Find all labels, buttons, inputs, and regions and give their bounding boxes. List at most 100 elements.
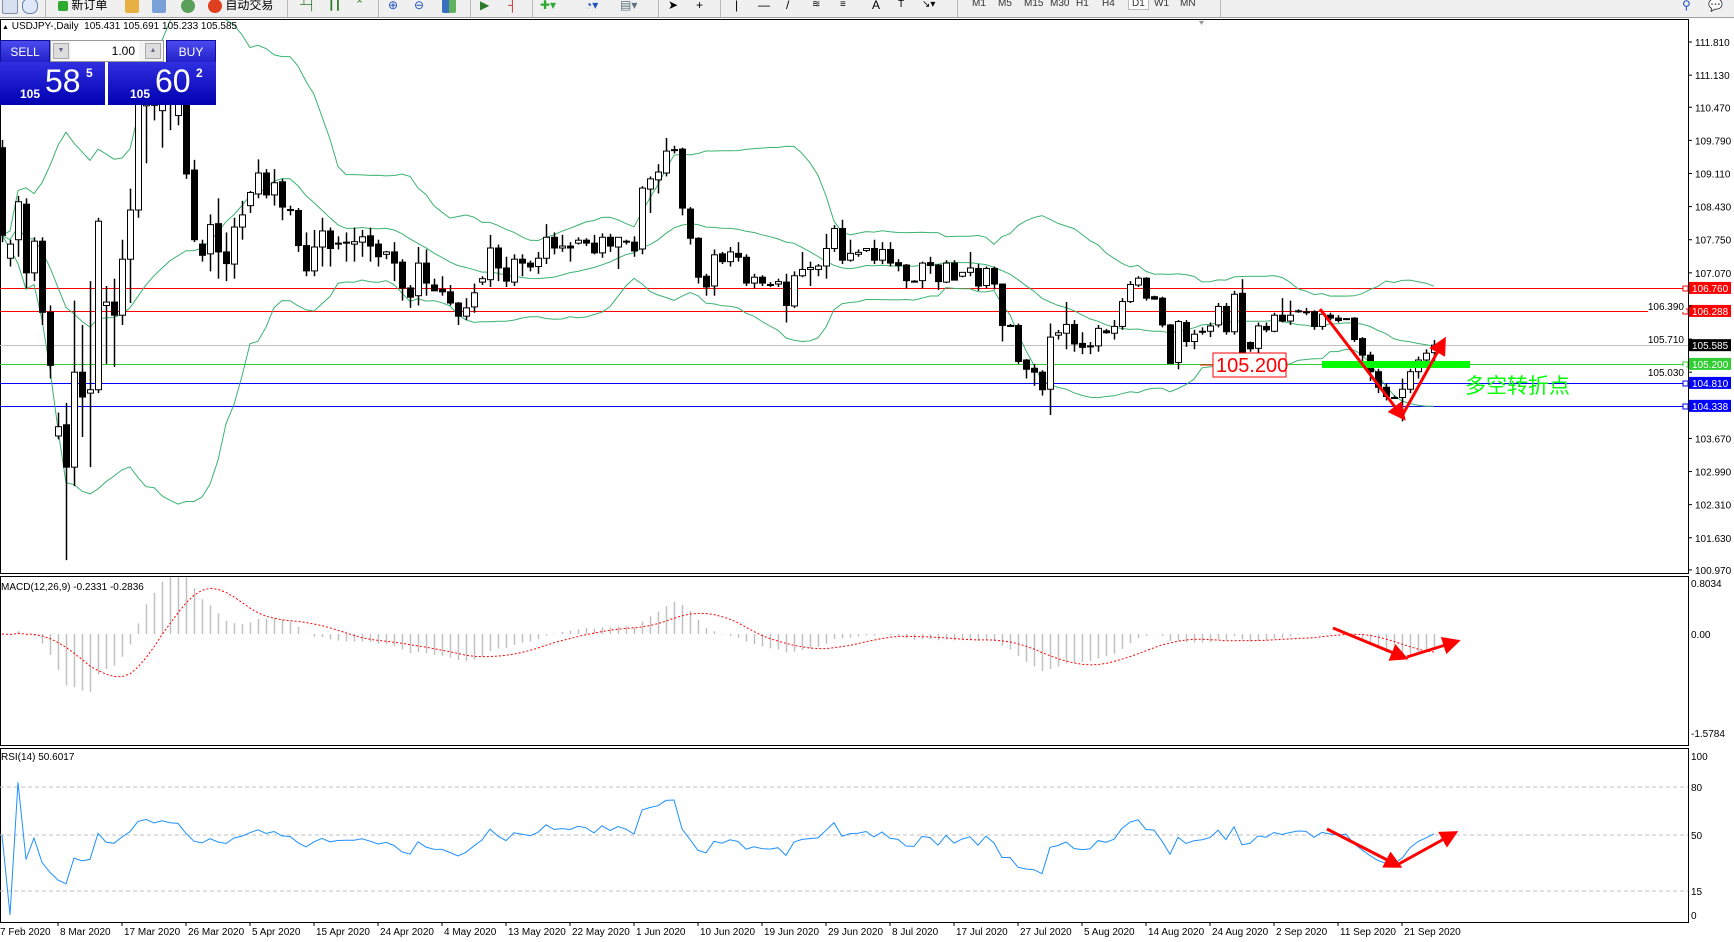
timeframe-h4[interactable]: H4	[1102, 0, 1115, 9]
timeframe-w1[interactable]: W1	[1154, 0, 1169, 9]
zoom-icon[interactable]	[22, 0, 38, 14]
candle	[439, 276, 446, 296]
indicators-icon[interactable]: ✚▾	[540, 0, 557, 12]
zoom-out-icon[interactable]: ⊖	[414, 0, 425, 12]
candle	[943, 260, 950, 284]
bullish-candle-body	[119, 258, 126, 316]
bearish-candle-body	[79, 371, 86, 398]
bearish-candle-body	[215, 223, 222, 253]
buy-price[interactable]: 105 60 2	[108, 62, 216, 105]
text-icon[interactable]: A	[872, 0, 881, 12]
bullish-candle-body	[15, 201, 22, 241]
price-badge	[1689, 357, 1731, 370]
bullish-candle-body	[71, 371, 78, 468]
main-down-arrow	[1318, 308, 1406, 421]
trendline-icon[interactable]: /	[786, 0, 790, 12]
candle	[279, 178, 286, 221]
candle	[1359, 337, 1366, 362]
timeframe-d1[interactable]: D1	[1128, 0, 1149, 10]
timeframe-m5[interactable]: M5	[998, 0, 1012, 9]
fibonacci-icon[interactable]: ≡	[840, 0, 846, 10]
bullish-candle-body	[863, 247, 870, 251]
bullish-candle-body	[207, 224, 214, 255]
candle	[263, 169, 270, 199]
bearish-candle-body	[975, 267, 982, 287]
buy-button[interactable]: BUY	[166, 40, 216, 64]
list-icon[interactable]	[2, 0, 18, 14]
timeframe-m30[interactable]: M30	[1050, 0, 1070, 9]
arrows-icon[interactable]: ↘▾	[922, 0, 936, 10]
auto-trading-button[interactable]: 自动交易	[208, 0, 273, 14]
timeframe-mn[interactable]: MN	[1180, 0, 1196, 9]
crosshair-icon[interactable]: +	[696, 0, 704, 12]
bearish-candle-body	[1263, 325, 1270, 331]
candle	[911, 280, 918, 283]
candle	[559, 234, 566, 252]
candle	[543, 224, 550, 265]
chart-shift-icon[interactable]: ┤	[508, 0, 517, 12]
bullish-candle-body	[1255, 325, 1262, 349]
search-icon[interactable]: ⚲	[1682, 0, 1691, 12]
candle	[103, 285, 110, 364]
bearish-candle-body	[951, 262, 958, 281]
candle	[1039, 370, 1046, 396]
lot-increase-button[interactable]: ▲	[145, 43, 161, 59]
timeframe-m1[interactable]: M1	[972, 0, 986, 9]
horizontal-line-icon[interactable]: —	[758, 0, 770, 12]
candle	[575, 237, 582, 245]
navigator-icon[interactable]	[152, 0, 166, 14]
candle	[1151, 295, 1158, 300]
bar-chart-icon[interactable]: ┴┤	[300, 0, 316, 11]
candle	[255, 159, 262, 199]
chat-icon[interactable]: 💬	[1708, 0, 1723, 12]
periods-icon[interactable]: ◔▾	[585, 0, 599, 12]
sell-button[interactable]: SELL	[0, 40, 50, 64]
candle	[1063, 302, 1070, 350]
bearish-candle-body	[911, 280, 918, 283]
timeframe-h1[interactable]: H1	[1076, 0, 1089, 9]
timeframe-m15[interactable]: M15	[1024, 0, 1044, 9]
candle	[247, 191, 254, 213]
lot-decrease-button[interactable]: ▼	[53, 43, 69, 59]
cursor-icon[interactable]: ➤	[668, 0, 679, 12]
candle	[527, 260, 534, 272]
tile-windows-icon[interactable]	[442, 0, 456, 14]
zoom-in-icon[interactable]: ⊕	[388, 0, 399, 12]
price-badge-label: 104.810	[1692, 379, 1729, 390]
bullish-candle-body	[543, 236, 550, 259]
candlestick-icon[interactable]: ┃┃	[328, 0, 342, 11]
bearish-candle-body	[191, 169, 198, 241]
new-order-button[interactable]: 新订单	[58, 0, 107, 14]
market-watch-icon[interactable]	[125, 0, 139, 14]
candle	[1143, 277, 1150, 301]
candle	[535, 251, 542, 274]
symbol-triangle-icon: ▲	[2, 24, 9, 31]
bearish-candle-body	[623, 240, 630, 243]
candle	[1335, 315, 1342, 323]
main-panel	[0, 20, 1688, 561]
terminal-icon[interactable]	[181, 0, 195, 14]
templates-icon[interactable]: ▤▾	[620, 0, 638, 12]
vertical-line-icon[interactable]: |	[735, 0, 739, 12]
equidistant-channel-icon[interactable]: ≋	[812, 0, 821, 10]
bullish-candle-body	[559, 245, 566, 249]
autoscroll-icon[interactable]: ▶	[480, 0, 490, 12]
sell-price[interactable]: 105 58 5	[0, 62, 105, 105]
stop-icon	[208, 0, 222, 13]
bullish-candle-body	[1399, 388, 1406, 399]
bullish-candle-body	[1175, 321, 1182, 363]
bearish-candle-body	[199, 243, 206, 256]
bearish-candle-body	[687, 208, 694, 239]
bearish-candle-body	[1167, 324, 1174, 364]
price-badge-label: 105.200	[1692, 360, 1729, 371]
lot-stepper[interactable]: ▼ 1.00 ▲	[50, 40, 164, 62]
candle	[127, 188, 134, 304]
date-tick-label: 19 Jun 2020	[764, 927, 819, 938]
line-chart-icon[interactable]: ⌃	[355, 0, 365, 11]
lot-input[interactable]: 1.00	[71, 41, 139, 61]
text-label-icon[interactable]: T	[898, 0, 905, 10]
candle	[1343, 318, 1350, 321]
bearish-candle-body	[399, 261, 406, 289]
symbol-label: USDJPY-,Daily	[11, 21, 79, 32]
